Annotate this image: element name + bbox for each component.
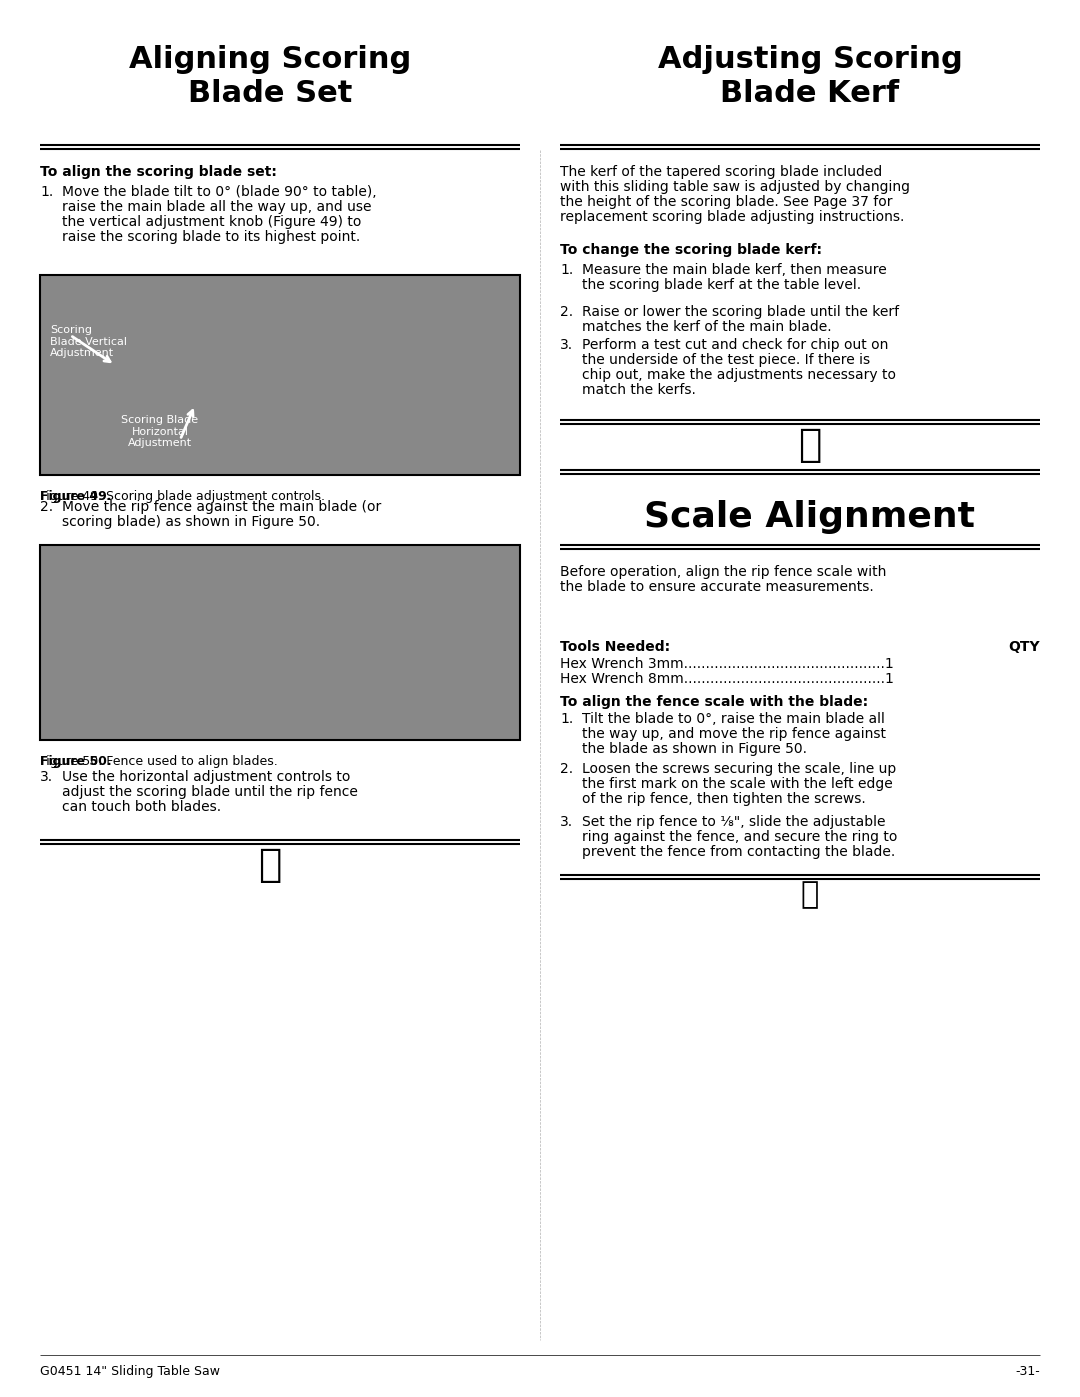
Text: prevent the fence from contacting the blade.: prevent the fence from contacting the bl… — [582, 845, 895, 859]
Text: Loosen the screws securing the scale, line up: Loosen the screws securing the scale, li… — [582, 761, 896, 775]
Text: Move the blade tilt to 0° (blade 90° to table),: Move the blade tilt to 0° (blade 90° to … — [62, 184, 377, 198]
Text: To change the scoring blade kerf:: To change the scoring blade kerf: — [561, 243, 822, 257]
Text: the first mark on the scale with the left edge: the first mark on the scale with the lef… — [582, 777, 893, 791]
Text: -31-: -31- — [1015, 1365, 1040, 1377]
Text: The kerf of the tapered scoring blade included: The kerf of the tapered scoring blade in… — [561, 165, 882, 179]
Text: the blade as shown in Figure 50.: the blade as shown in Figure 50. — [582, 742, 807, 756]
Text: Figure 50. Fence used to align blades.: Figure 50. Fence used to align blades. — [40, 754, 278, 768]
Text: 2.: 2. — [561, 305, 573, 319]
Text: 2.: 2. — [561, 761, 573, 775]
Text: 3.: 3. — [40, 770, 53, 784]
Text: Move the rip fence against the main blade (or: Move the rip fence against the main blad… — [62, 500, 381, 514]
Text: 🐻: 🐻 — [258, 847, 282, 884]
Text: with this sliding table saw is adjusted by changing: with this sliding table saw is adjusted … — [561, 180, 910, 194]
Text: To align the fence scale with the blade:: To align the fence scale with the blade: — [561, 694, 868, 710]
FancyBboxPatch shape — [40, 275, 519, 475]
Text: chip out, make the adjustments necessary to: chip out, make the adjustments necessary… — [582, 367, 896, 381]
Text: Set the rip fence to ⅛", slide the adjustable: Set the rip fence to ⅛", slide the adjus… — [582, 814, 886, 828]
Text: raise the main blade all the way up, and use: raise the main blade all the way up, and… — [62, 200, 372, 214]
Text: Measure the main blade kerf, then measure: Measure the main blade kerf, then measur… — [582, 263, 887, 277]
Text: Hex Wrench 8mm..............................................1: Hex Wrench 8mm..........................… — [561, 672, 894, 686]
Text: Raise or lower the scoring blade until the kerf: Raise or lower the scoring blade until t… — [582, 305, 900, 319]
Text: the way up, and move the rip fence against: the way up, and move the rip fence again… — [582, 726, 886, 740]
Text: Tilt the blade to 0°, raise the main blade all: Tilt the blade to 0°, raise the main bla… — [582, 712, 885, 726]
Text: Figure 49.: Figure 49. — [40, 490, 111, 503]
Text: Use the horizontal adjustment controls to: Use the horizontal adjustment controls t… — [62, 770, 350, 784]
Text: 3.: 3. — [561, 338, 573, 352]
Text: Adjusting Scoring
Blade Kerf: Adjusting Scoring Blade Kerf — [658, 45, 962, 108]
Text: replacement scoring blade adjusting instructions.: replacement scoring blade adjusting inst… — [561, 210, 904, 224]
Text: 3.: 3. — [561, 814, 573, 828]
Text: the height of the scoring blade. See Page 37 for: the height of the scoring blade. See Pag… — [561, 196, 892, 210]
Text: 🐻: 🐻 — [798, 426, 822, 464]
Text: the scoring blade kerf at the table level.: the scoring blade kerf at the table leve… — [582, 278, 861, 292]
Text: Before operation, align the rip fence scale with: Before operation, align the rip fence sc… — [561, 564, 887, 578]
Text: ring against the fence, and secure the ring to: ring against the fence, and secure the r… — [582, 830, 897, 844]
Text: Scale Alignment: Scale Alignment — [645, 500, 975, 534]
Text: 2.: 2. — [40, 500, 53, 514]
Text: 🐻: 🐻 — [801, 880, 819, 909]
Text: Scoring
Blade Vertical
Adjustment: Scoring Blade Vertical Adjustment — [50, 326, 127, 358]
Text: the vertical adjustment knob (Figure 49) to: the vertical adjustment knob (Figure 49)… — [62, 215, 362, 229]
Text: 1.: 1. — [561, 712, 573, 726]
Text: G0451 14" Sliding Table Saw: G0451 14" Sliding Table Saw — [40, 1365, 220, 1377]
Text: QTY: QTY — [1009, 640, 1040, 654]
Text: can touch both blades.: can touch both blades. — [62, 800, 221, 814]
FancyBboxPatch shape — [40, 545, 519, 740]
Text: 1.: 1. — [40, 184, 53, 198]
Text: the underside of the test piece. If there is: the underside of the test piece. If ther… — [582, 353, 870, 367]
Text: Figure 49. Scoring blade adjustment controls.: Figure 49. Scoring blade adjustment cont… — [40, 490, 325, 503]
Text: adjust the scoring blade until the rip fence: adjust the scoring blade until the rip f… — [62, 785, 357, 799]
Text: Scoring Blade
Horizontal
Adjustment: Scoring Blade Horizontal Adjustment — [121, 415, 199, 448]
Text: Tools Needed:: Tools Needed: — [561, 640, 670, 654]
Text: To align the scoring blade set:: To align the scoring blade set: — [40, 165, 276, 179]
Text: the blade to ensure accurate measurements.: the blade to ensure accurate measurement… — [561, 580, 874, 594]
Text: 1.: 1. — [561, 263, 573, 277]
Text: scoring blade) as shown in Figure 50.: scoring blade) as shown in Figure 50. — [62, 515, 320, 529]
Text: raise the scoring blade to its highest point.: raise the scoring blade to its highest p… — [62, 231, 361, 244]
Text: Perform a test cut and check for chip out on: Perform a test cut and check for chip ou… — [582, 338, 889, 352]
Text: Figure 50.: Figure 50. — [40, 754, 111, 768]
Text: match the kerfs.: match the kerfs. — [582, 383, 696, 397]
Text: of the rip fence, then tighten the screws.: of the rip fence, then tighten the screw… — [582, 792, 866, 806]
Text: Hex Wrench 3mm..............................................1: Hex Wrench 3mm..........................… — [561, 657, 894, 671]
Text: Aligning Scoring
Blade Set: Aligning Scoring Blade Set — [129, 45, 411, 108]
Text: matches the kerf of the main blade.: matches the kerf of the main blade. — [582, 320, 832, 334]
